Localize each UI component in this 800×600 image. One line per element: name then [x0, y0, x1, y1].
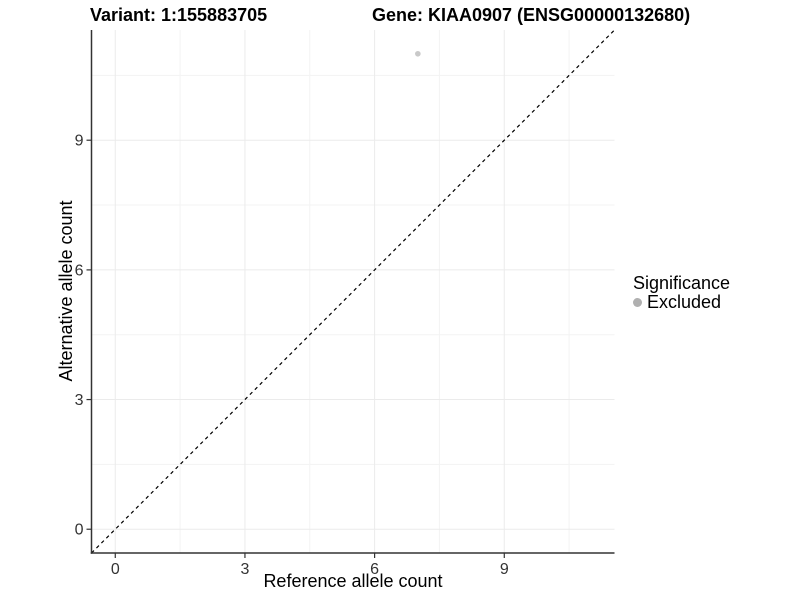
y-tick-label: 0 — [75, 522, 84, 539]
legend-item-label: Excluded — [647, 292, 722, 312]
legend-key-point-icon — [633, 297, 642, 307]
y-axis-title: Alternative allele count — [56, 200, 76, 382]
x-tick-label: 6 — [370, 561, 379, 578]
data-point — [415, 50, 421, 57]
y-tick-label: 9 — [75, 133, 84, 150]
y-tick-label: 3 — [75, 392, 84, 409]
x-axis-title: Reference allele count — [263, 571, 443, 591]
x-tick-label: 9 — [500, 561, 509, 578]
y-tick-label: 6 — [75, 262, 84, 279]
plot-title-gene: Gene: KIAA0907 (ENSG00000132680) — [372, 5, 691, 25]
x-tick-label: 3 — [240, 561, 249, 578]
legend-title: Significance — [633, 273, 731, 293]
identity-reference-line — [91, 29, 615, 554]
legend: Significance Excluded — [633, 273, 730, 311]
legend-item-excluded: Excluded — [633, 293, 730, 311]
plot-title-variant: Variant: 1:155883705 — [90, 5, 268, 25]
x-tick-label: 0 — [111, 561, 120, 578]
